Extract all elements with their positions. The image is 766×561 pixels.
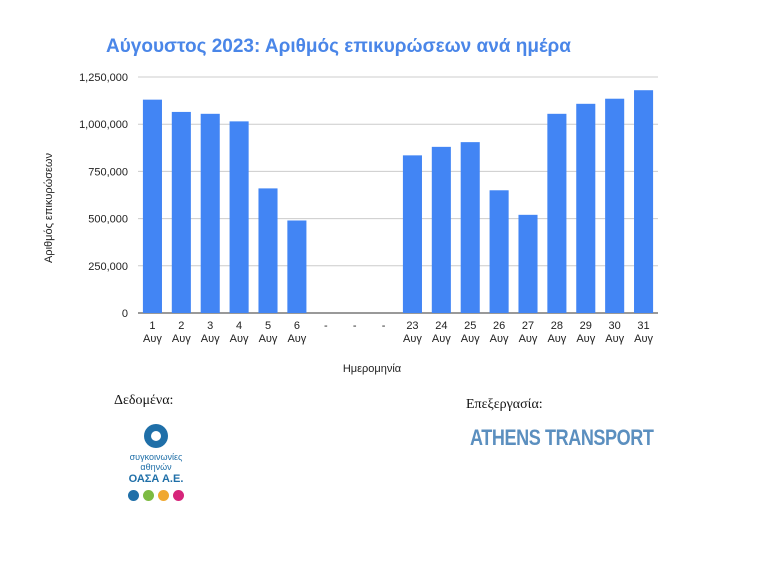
x-tick-month: Αυγ [259, 333, 278, 345]
transport-mode-icons [116, 490, 196, 501]
x-tick-day: 6 [294, 320, 300, 332]
oasa-a-icon [144, 424, 168, 448]
x-tick-day: 5 [265, 320, 271, 332]
bar-30 [605, 98, 625, 313]
x-tick-day: 24 [435, 320, 447, 332]
x-tick-day: 30 [609, 320, 621, 332]
oasa-logo-line1: συγκοινωνίες [129, 452, 183, 462]
x-tick-month: Αυγ [287, 333, 306, 345]
x-axis-title: Ημερομηνία [343, 363, 402, 375]
x-tick-month: Αυγ [519, 333, 538, 345]
y-tick-label: 250,000 [88, 261, 128, 273]
x-tick-month: Αυγ [634, 333, 653, 345]
oasa-logo: συγκοινωνίες αθηνών ΟΑΣΑ Α.Ε. [116, 420, 196, 501]
data-source-label: Δεδομένα: [114, 393, 174, 408]
bar-24 [431, 146, 451, 313]
x-tick-day: 27 [522, 320, 534, 332]
bar-4 [229, 121, 249, 313]
bar-31 [634, 90, 654, 313]
x-tick-day: 23 [406, 320, 418, 332]
y-tick-label: 750,000 [88, 166, 128, 178]
oasa-logo-line2: αθηνών [140, 462, 172, 472]
x-tick-day: - [382, 320, 386, 332]
x-tick-month: Αυγ [201, 333, 220, 345]
bar-3 [200, 113, 220, 313]
bar-1 [142, 99, 162, 313]
x-tick-day: 31 [637, 320, 649, 332]
athens-transport-logo: ATHENS TRANSPORT [470, 425, 654, 450]
x-tick-month: Αυγ [605, 333, 624, 345]
bars [142, 90, 654, 313]
y-tick-label: 1,000,000 [79, 119, 128, 131]
bar-29 [576, 103, 596, 313]
x-tick-day: 29 [580, 320, 592, 332]
x-tick-day: 4 [236, 320, 242, 332]
y-tick-label: 0 [122, 308, 128, 320]
x-tick-day: 1 [149, 320, 155, 332]
bar-28 [547, 113, 567, 313]
bar-5 [258, 188, 278, 313]
x-tick-month: Αυγ [490, 333, 509, 345]
bar-26 [489, 190, 509, 313]
y-tick-label: 1,250,000 [79, 72, 128, 84]
x-tick-month: Αυγ [143, 333, 162, 345]
x-tick-day: - [324, 320, 328, 332]
bar-25 [460, 142, 480, 313]
x-tick-month: Αυγ [230, 333, 249, 345]
x-tick-month: Αυγ [403, 333, 422, 345]
x-tick-month: Αυγ [172, 333, 191, 345]
x-tick-day: 2 [178, 320, 184, 332]
oasa-logo-line3: ΟΑΣΑ Α.Ε. [128, 473, 184, 485]
x-tick-day: 3 [207, 320, 213, 332]
x-tick-day: - [353, 320, 357, 332]
bus-icon [128, 490, 139, 501]
y-tick-label: 500,000 [88, 214, 128, 226]
bar-2 [171, 111, 191, 313]
x-tick-month: Αυγ [576, 333, 595, 345]
x-tick-day: 25 [464, 320, 476, 332]
y-axis-ticks: 0 250,000 500,000 750,000 1,000,000 1,250,000 [79, 72, 128, 320]
x-tick-day: 28 [551, 320, 563, 332]
processing-label: Επεξεργασία: [466, 397, 543, 412]
x-tick-month: Αυγ [461, 333, 480, 345]
metro-icon [158, 490, 169, 501]
bar-23 [402, 155, 422, 313]
x-tick-month: Αυγ [547, 333, 566, 345]
x-tick-day: 26 [493, 320, 505, 332]
y-axis-title: Αριθμός επικυρώσεων [43, 152, 55, 263]
bar-27 [518, 214, 538, 313]
bar-6 [287, 220, 307, 313]
tram-icon [173, 490, 184, 501]
chart-title: Αύγουστος 2023: Αριθμός επικυρώσεων ανά … [106, 36, 571, 57]
x-tick-month: Αυγ [432, 333, 451, 345]
grid-lines [138, 76, 658, 314]
trolley-icon [143, 490, 154, 501]
